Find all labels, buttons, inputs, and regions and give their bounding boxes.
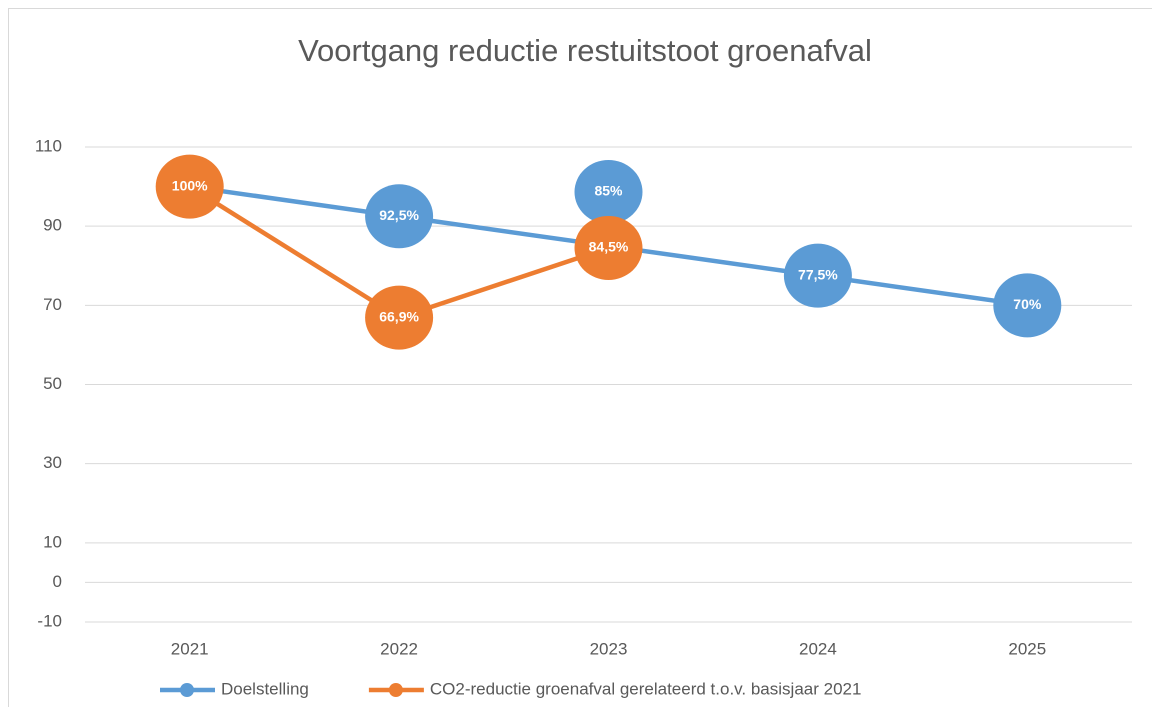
data-label-bubble [574, 215, 643, 280]
x-tick-label: 2022 [380, 639, 418, 658]
data-label: 70% [1013, 296, 1042, 312]
legend: Doelstelling CO2-reductie groenafval gere… [160, 679, 861, 698]
chart-title: Voortgang reductie restuitstoot groenafv… [298, 33, 872, 68]
data-label: 66,9% [379, 308, 419, 324]
data-label-bubble [993, 273, 1062, 338]
legend-label: CO2-reductie groenafval gerelateerd t.o.… [430, 679, 862, 698]
data-label: 85% [594, 183, 623, 199]
data-label-bubble [365, 285, 434, 350]
y-tick-label: 0 [53, 572, 62, 591]
y-tick-label: 70 [43, 295, 62, 314]
y-tick-label: -10 [37, 611, 62, 630]
data-label: 100% [172, 177, 208, 193]
x-tick-label: 2023 [590, 639, 628, 658]
data-label: 77,5% [798, 266, 838, 282]
chart-border [8, 8, 1152, 707]
data-label: 84,5% [589, 239, 629, 255]
legend-marker [388, 683, 403, 697]
x-tick-label: 2024 [799, 639, 837, 658]
y-tick-label: 50 [43, 374, 62, 393]
y-tick-label: 10 [43, 532, 62, 551]
data-label-bubble [574, 159, 643, 224]
data-label-bubble [365, 184, 434, 249]
data-label-bubble [783, 243, 852, 308]
y-tick-label: 110 [35, 136, 62, 155]
x-tick-label: 2021 [171, 639, 209, 658]
y-tick-label: 30 [43, 453, 62, 472]
data-label-bubble [155, 154, 224, 219]
legend-label: Doelstelling [221, 679, 309, 698]
x-tick-label: 2025 [1008, 639, 1046, 658]
legend-marker [180, 683, 194, 697]
y-tick-label: 90 [43, 216, 62, 235]
data-label: 92,5% [379, 207, 419, 223]
